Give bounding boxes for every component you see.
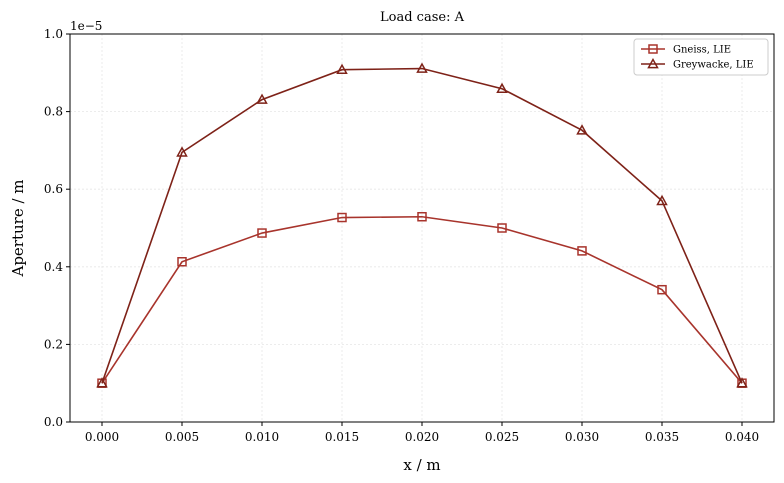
x-tick-label: 0.010 [245, 430, 279, 444]
data-point-gneiss [257, 228, 267, 238]
data-point-greywacke [736, 377, 748, 388]
x-tick-label: 0.000 [85, 430, 119, 444]
series-layer [96, 62, 748, 388]
x-tick-label: 0.025 [485, 430, 519, 444]
data-point-greywacke [416, 62, 428, 73]
series-line-greywacke [101, 67, 743, 384]
data-point-gneiss [177, 257, 187, 267]
x-tick-label: 0.015 [325, 430, 359, 444]
legend-label-gneiss: Gneiss, LIE [673, 45, 731, 56]
y-tick-label: 1.0 [44, 27, 63, 41]
y-tick-label: 0.8 [44, 105, 63, 119]
y-tick-label: 0.0 [44, 415, 63, 429]
series-line-gneiss [101, 215, 743, 384]
data-point-gneiss [577, 246, 587, 256]
data-point-greywacke [656, 194, 668, 206]
series-greywacke [96, 62, 748, 388]
y-offset-label: 1e−5 [70, 19, 102, 33]
data-point-gneiss [497, 223, 507, 233]
data-point-gneiss [417, 211, 427, 222]
y-axis: 0.0 0.2 0.4 0.6 0.8 1.0 [44, 27, 70, 429]
y-tick-label: 0.2 [44, 337, 63, 351]
x-axis-title: x / m [403, 456, 440, 474]
data-point-greywacke [176, 146, 188, 157]
x-tick-label: 0.005 [165, 430, 199, 444]
x-tick-label: 0.040 [725, 430, 759, 444]
legend-box [633, 38, 769, 76]
data-point-greywacke [576, 124, 588, 135]
data-point-greywacke [96, 377, 108, 388]
chart-title: Load case: A [380, 10, 465, 25]
data-point-greywacke [336, 63, 348, 75]
legend: Gneiss, LIE Greywacke, LIE [633, 38, 769, 76]
data-point-greywacke [496, 82, 508, 94]
data-point-gneiss [337, 212, 347, 223]
legend-marker-gneiss [648, 44, 658, 54]
x-tick-label: 0.020 [405, 430, 439, 444]
legend-label-greywacke: Greywacke, LIE [673, 60, 754, 71]
x-tick-label: 0.030 [565, 430, 599, 444]
y-tick-label: 0.6 [44, 182, 63, 196]
x-axis: 0.000 0.005 0.010 0.015 0.020 0.025 0.030 0.035… [85, 422, 759, 444]
data-point-greywacke [256, 93, 268, 104]
x-tick-label: 0.035 [645, 430, 679, 444]
legend-marker-greywacke [647, 57, 659, 69]
data-point-gneiss [657, 284, 667, 295]
y-tick-label: 0.4 [44, 260, 63, 274]
y-axis-title: Aperture / m [9, 179, 27, 277]
